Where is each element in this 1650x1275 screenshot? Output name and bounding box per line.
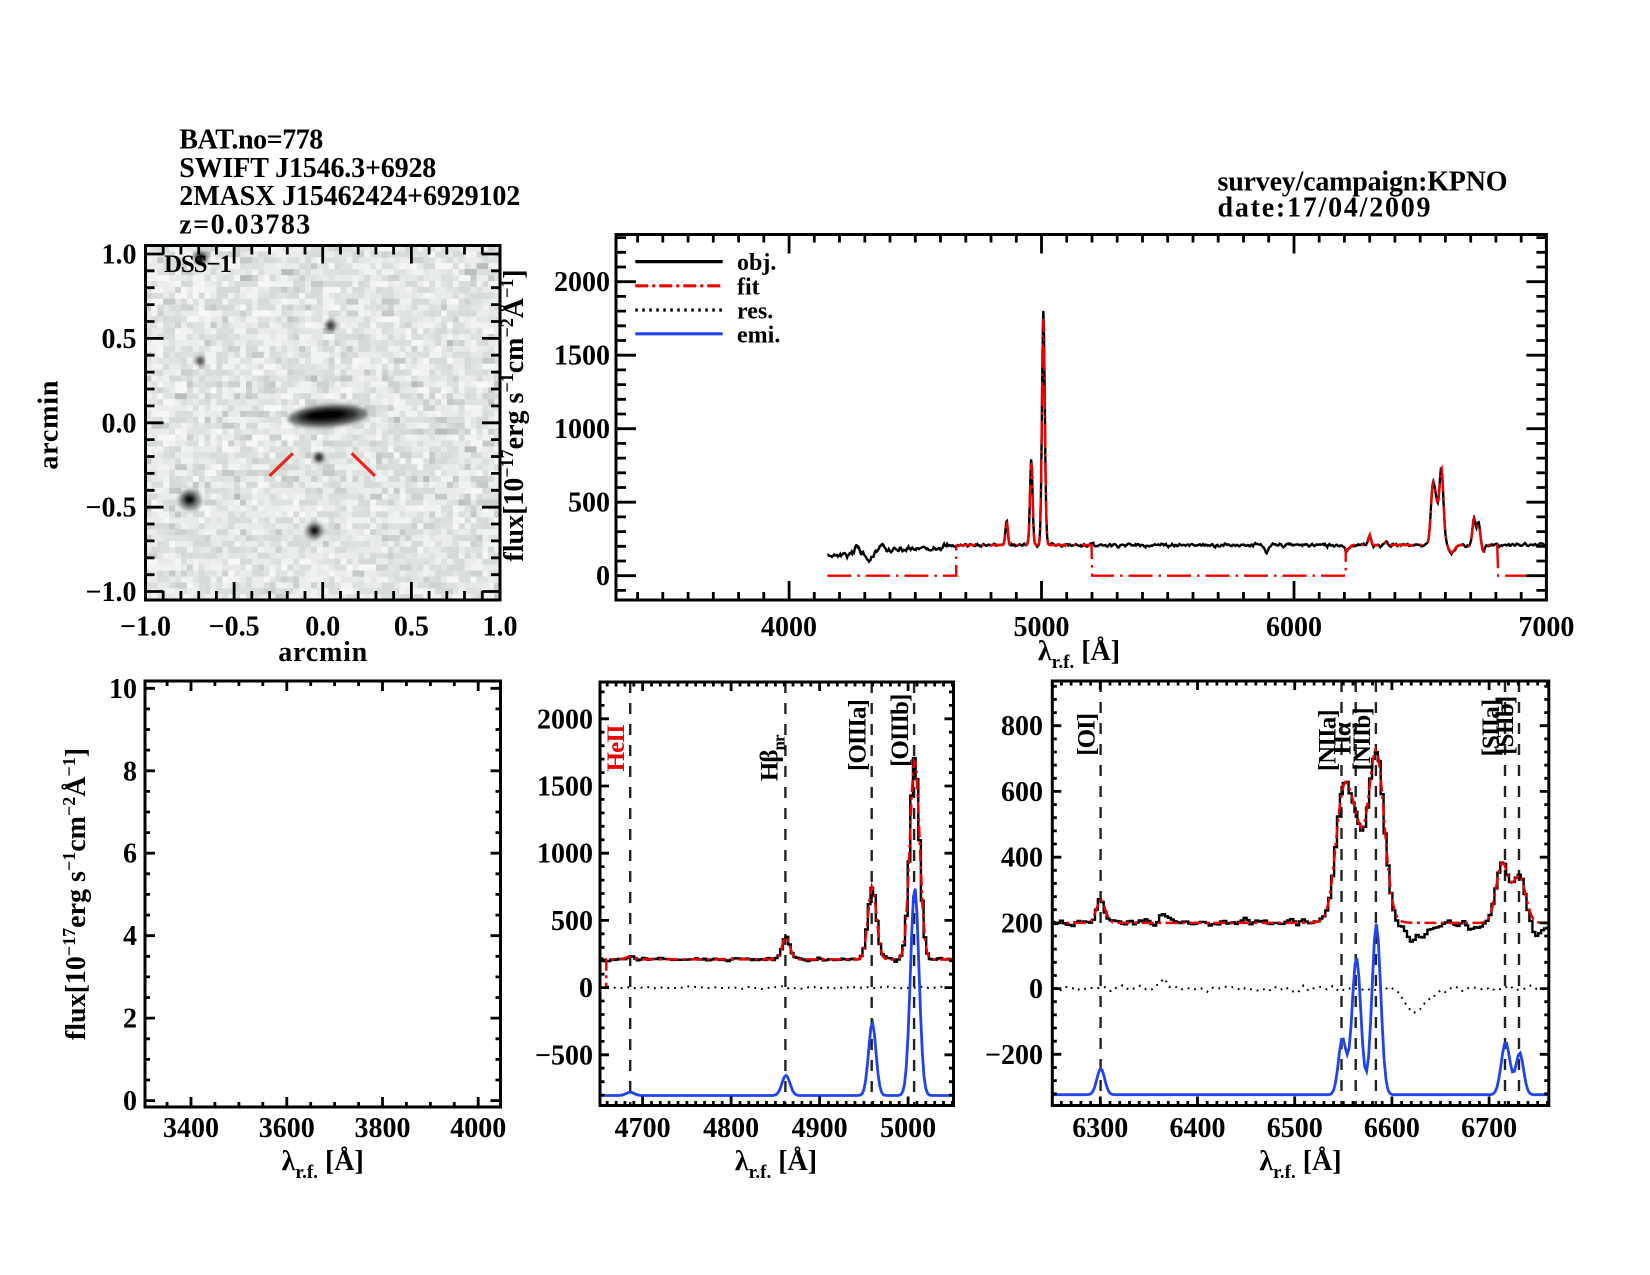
svg-text:[OI]: [OI] xyxy=(1074,714,1101,756)
svg-text:res.: res. xyxy=(737,299,773,325)
svg-text:2000: 2000 xyxy=(537,704,593,735)
svg-text:5000: 5000 xyxy=(880,1113,936,1144)
svg-text:6500: 6500 xyxy=(1267,1113,1323,1144)
svg-text:0: 0 xyxy=(123,1086,137,1117)
svg-text:500: 500 xyxy=(568,488,610,519)
svg-text:1.0: 1.0 xyxy=(483,612,518,643)
svg-text:1500: 1500 xyxy=(537,772,593,803)
svg-text:flux[10−17erg s−1cm−2Å−1]: flux[10−17erg s−1cm−2Å−1] xyxy=(59,748,92,1040)
svg-text:400: 400 xyxy=(1001,843,1043,874)
svg-text:0.5: 0.5 xyxy=(394,612,429,643)
svg-text:7000: 7000 xyxy=(1518,612,1574,643)
svg-text:SWIFT J1546.3+6928: SWIFT J1546.3+6928 xyxy=(179,153,436,184)
svg-text:3800: 3800 xyxy=(355,1113,411,1144)
svg-text:2MASX J15462424+6929102: 2MASX J15462424+6929102 xyxy=(179,181,520,212)
svg-text:0: 0 xyxy=(579,973,593,1004)
svg-text:800: 800 xyxy=(1001,711,1043,742)
svg-text:arcmin: arcmin xyxy=(33,380,64,469)
svg-text:[OIIIb]: [OIIIb] xyxy=(887,695,914,767)
svg-text:4000: 4000 xyxy=(761,612,817,643)
svg-text:−500: −500 xyxy=(535,1040,593,1071)
svg-text:6: 6 xyxy=(123,839,137,870)
svg-text:−200: −200 xyxy=(985,1040,1043,1071)
svg-text:600: 600 xyxy=(1001,777,1043,808)
svg-text:λr.f. [Å]: λr.f. [Å] xyxy=(1038,636,1120,673)
svg-text:flux[10−17erg s−1cm−2Å−1]: flux[10−17erg s−1cm−2Å−1] xyxy=(497,269,530,561)
svg-text:4000: 4000 xyxy=(450,1113,506,1144)
svg-text:[SIIb]: [SIIb] xyxy=(1492,697,1519,755)
svg-text:500: 500 xyxy=(551,906,593,937)
svg-text:1000: 1000 xyxy=(537,839,593,870)
svg-text:10: 10 xyxy=(109,674,137,705)
svg-text:6700: 6700 xyxy=(1461,1113,1517,1144)
svg-text:BAT.no=778: BAT.no=778 xyxy=(179,125,323,156)
svg-text:survey/campaign:KPNO: survey/campaign:KPNO xyxy=(1218,167,1508,198)
svg-text:−1.0: −1.0 xyxy=(86,577,137,608)
svg-text:6600: 6600 xyxy=(1364,1113,1420,1144)
svg-text:200: 200 xyxy=(1001,908,1043,939)
svg-text:4700: 4700 xyxy=(615,1113,671,1144)
svg-text:4900: 4900 xyxy=(792,1113,848,1144)
svg-text:6000: 6000 xyxy=(1266,612,1322,643)
svg-text:DSS−1: DSS−1 xyxy=(164,251,232,278)
svg-text:Hβnr: Hβnr xyxy=(756,734,788,781)
svg-text:0.0: 0.0 xyxy=(305,612,340,643)
svg-text:emi.: emi. xyxy=(737,322,780,348)
svg-text:[OIIIa]: [OIIIa] xyxy=(845,700,872,771)
svg-text:arcmin: arcmin xyxy=(278,637,367,668)
svg-text:3600: 3600 xyxy=(259,1113,315,1144)
svg-text:0: 0 xyxy=(596,561,610,592)
svg-text:1.0: 1.0 xyxy=(102,239,137,270)
svg-text:−1.0: −1.0 xyxy=(120,612,171,643)
svg-text:λr.f. [Å]: λr.f. [Å] xyxy=(282,1146,364,1183)
svg-text:0.5: 0.5 xyxy=(102,324,137,355)
svg-text:[SIIa]: [SIIa] xyxy=(1478,700,1505,757)
svg-text:8: 8 xyxy=(123,756,137,787)
svg-text:λr.f. [Å]: λr.f. [Å] xyxy=(1259,1146,1341,1183)
svg-text:6300: 6300 xyxy=(1072,1113,1128,1144)
svg-text:2000: 2000 xyxy=(554,267,610,298)
svg-text:−0.5: −0.5 xyxy=(86,493,137,524)
svg-text:3400: 3400 xyxy=(163,1113,219,1144)
svg-text:z=0.03783: z=0.03783 xyxy=(179,209,310,240)
svg-text:Hα: Hα xyxy=(1330,722,1357,754)
svg-text:5000: 5000 xyxy=(1014,612,1070,643)
svg-text:date:17/04/2009: date:17/04/2009 xyxy=(1218,193,1431,224)
svg-text:[NIIa]: [NIIa] xyxy=(1315,710,1342,771)
svg-text:obj.: obj. xyxy=(737,250,776,276)
svg-text:4: 4 xyxy=(123,921,137,952)
svg-text:HeII: HeII xyxy=(603,725,630,771)
svg-text:6400: 6400 xyxy=(1170,1113,1226,1144)
svg-text:4800: 4800 xyxy=(703,1113,759,1144)
svg-text:2: 2 xyxy=(123,1004,137,1035)
svg-text:fit: fit xyxy=(737,274,760,300)
svg-text:[NIIb]: [NIIb] xyxy=(1349,708,1376,770)
svg-text:0: 0 xyxy=(1029,974,1043,1005)
svg-text:λr.f. [Å]: λr.f. [Å] xyxy=(735,1146,817,1183)
svg-text:1000: 1000 xyxy=(554,414,610,445)
svg-text:−0.5: −0.5 xyxy=(209,612,260,643)
svg-text:1500: 1500 xyxy=(554,341,610,372)
svg-text:0.0: 0.0 xyxy=(102,408,137,439)
